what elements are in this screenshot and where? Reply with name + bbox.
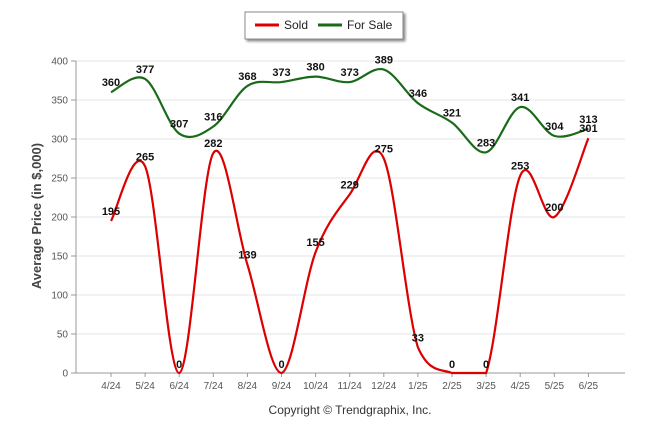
series-line-sold: [110, 137, 590, 375]
data-label-for-sale: 316: [204, 112, 222, 124]
legend-label-for-sale: For Sale: [347, 18, 393, 32]
legend-item-for-sale[interactable]: For Sale: [318, 18, 393, 32]
y-tick-label: 400: [51, 57, 68, 68]
x-tick-label: 3/25: [476, 381, 496, 392]
x-tick-label: 5/25: [545, 381, 565, 392]
y-axis-title: Average Price (in $,000): [29, 143, 44, 289]
legend-label-sold: Sold: [284, 18, 308, 32]
data-label-sold: 301: [579, 123, 597, 135]
data-label-for-sale: 377: [136, 64, 154, 76]
x-tick-label: 7/24: [204, 381, 224, 392]
series-lines: [110, 67, 590, 375]
data-label-for-sale: 321: [443, 108, 461, 120]
data-label-for-sale: 346: [409, 88, 427, 100]
data-label-for-sale: 389: [375, 55, 393, 67]
data-label-sold: 229: [341, 179, 359, 191]
data-label-for-sale: 283: [477, 137, 495, 149]
data-label-sold: 155: [306, 237, 324, 249]
data-label-sold: 265: [136, 151, 154, 163]
y-axis: 0 50 100 150 200 250 300 350 400: [51, 57, 77, 380]
x-tick-label: 8/24: [238, 381, 258, 392]
y-tick-label: 0: [62, 369, 68, 380]
x-tick-label: 12/24: [371, 381, 396, 392]
data-label-for-sale: 313: [579, 114, 597, 126]
grid: [76, 60, 625, 374]
y-tick-label: 200: [51, 213, 68, 224]
x-axis: 4/24 5/24 6/24 7/24 8/24 9/24 10/24 11/24 12/24 1…: [76, 372, 625, 392]
data-label-sold: 200: [545, 202, 563, 214]
x-tick-label: 9/24: [272, 381, 292, 392]
x-tick-label: 2/25: [442, 381, 462, 392]
data-label-for-sale: 304: [545, 121, 564, 133]
copyright-credit: Copyright © Trendgraphix, Inc.: [269, 403, 432, 417]
x-tick-label: 4/24: [101, 381, 121, 392]
y-tick-label: 350: [51, 96, 68, 107]
y-tick-label: 300: [51, 135, 68, 146]
x-tick-label: 1/25: [408, 381, 428, 392]
y-tick-label: 150: [51, 252, 68, 263]
data-label-sold: 33: [412, 332, 424, 344]
x-tick-label: 6/25: [579, 381, 599, 392]
legend-item-sold[interactable]: Sold: [255, 18, 308, 32]
data-label-for-sale: 368: [238, 71, 256, 83]
x-tick-label: 6/24: [169, 381, 189, 392]
data-label-sold: 139: [238, 250, 256, 262]
data-label-sold: 275: [375, 144, 393, 156]
data-label-for-sale: 373: [341, 67, 359, 79]
data-labels: 195 265 0 282 139 0 155 229 275 33 0 0 253 200 301 360 3…: [102, 55, 598, 371]
series-line-for-sale: [110, 67, 589, 154]
x-tick-label: 4/25: [510, 381, 530, 392]
data-label-sold: 0: [176, 359, 182, 371]
data-label-sold: 195: [102, 206, 120, 218]
data-label-sold: 282: [204, 138, 222, 150]
data-label-for-sale: 341: [511, 92, 529, 104]
data-label-for-sale: 373: [272, 67, 290, 79]
data-label-sold: 0: [483, 359, 489, 371]
x-tick-label: 10/24: [303, 381, 328, 392]
data-label-for-sale: 360: [102, 77, 120, 89]
y-tick-label: 250: [51, 174, 68, 185]
data-label-for-sale: 307: [170, 119, 188, 131]
x-tick-label: 11/24: [338, 381, 363, 392]
data-label-for-sale: 380: [306, 62, 324, 74]
data-label-sold: 253: [511, 161, 529, 173]
x-tick-label: 5/24: [135, 381, 155, 392]
y-tick-label: 100: [51, 291, 68, 302]
legend: Sold For Sale: [244, 11, 404, 40]
y-tick-label: 50: [57, 330, 69, 341]
data-label-sold: 0: [449, 359, 455, 371]
data-label-sold: 0: [278, 359, 284, 371]
